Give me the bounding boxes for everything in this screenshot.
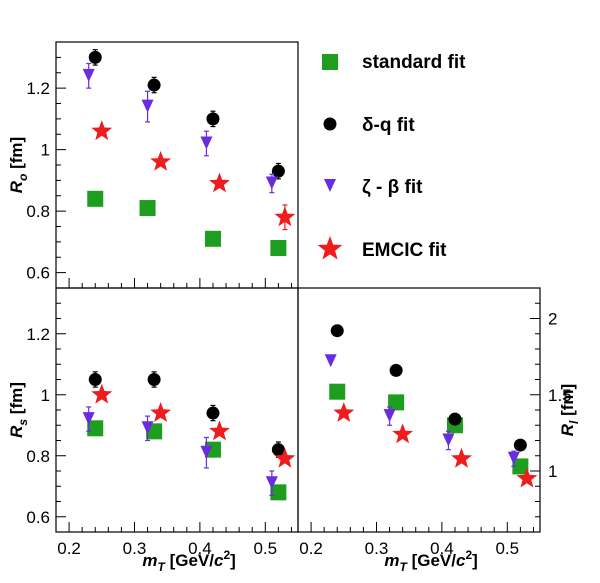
series-star	[91, 383, 296, 468]
y-tick-label: 1	[548, 462, 557, 481]
series-star	[91, 120, 296, 231]
x-tick-label: 0.5	[495, 539, 519, 558]
y-tick-label: 2	[548, 310, 557, 329]
data-point-star	[91, 383, 113, 404]
series-triangle-down	[324, 354, 520, 468]
data-point-star	[274, 447, 296, 468]
data-point-circle	[88, 50, 102, 64]
panel-rs: 0.6 0.8 1 1.2 0.2 0.3 0.4 0.5 Rs [fm] mT [GeV/c2]	[7, 287, 299, 574]
series-square	[87, 190, 287, 257]
series-star	[333, 402, 538, 488]
data-point-square	[270, 484, 287, 501]
series-circle	[330, 324, 527, 452]
data-point-star	[274, 206, 296, 227]
x-tick-label: 0.4	[430, 539, 454, 558]
data-point-star	[516, 467, 538, 488]
data-point-square	[204, 230, 221, 247]
data-point-square	[204, 441, 221, 458]
x-tick-label: 0.3	[365, 539, 389, 558]
legend-marker-triangle	[324, 179, 336, 192]
legend-label-zeta-beta-fit: ζ - β fit	[362, 177, 423, 198]
data-point-square	[388, 394, 405, 411]
data-point-triangle-down	[141, 421, 154, 435]
y-tick-label: 0.6	[26, 264, 50, 283]
x-tick-label: 0.4	[188, 539, 212, 558]
legend-label-standard-fit: standard fit	[362, 52, 466, 73]
data-point-star	[209, 172, 230, 193]
data-point-circle	[271, 164, 285, 178]
legend-label-delta-q-fit: δ-q fit	[362, 115, 415, 136]
data-point-star	[451, 447, 472, 468]
series-circle	[88, 49, 285, 180]
data-point-square	[270, 240, 287, 257]
data-point-circle	[147, 78, 161, 92]
panel-ro: 0.6 0.8 1 1.2 Ro [fm]	[7, 41, 299, 289]
data-point-square	[87, 420, 104, 437]
data-point-circle	[271, 443, 285, 457]
data-point-triangle-down	[442, 433, 455, 447]
data-point-triangle-down	[82, 68, 95, 82]
legend-label-emcic-fit: EMCIC fit	[362, 240, 447, 261]
y-tick-label: 0.8	[26, 447, 50, 466]
x-axis-label-rl: mT [GeV/c2]	[384, 548, 477, 574]
data-point-triangle-down	[200, 136, 213, 150]
data-point-circle	[147, 373, 161, 386]
x-tick-label: 0.2	[299, 539, 323, 558]
data-point-triangle-down	[324, 354, 337, 368]
data-point-square	[512, 458, 529, 475]
data-point-circle	[206, 112, 220, 126]
x-tick-label: 0.3	[123, 539, 147, 558]
data-point-star	[150, 402, 172, 422]
y-axis-label-rs: Rs [fm]	[7, 382, 30, 438]
data-point-circle	[389, 363, 403, 377]
data-point-triangle-down	[265, 476, 278, 490]
y-tick-label: 0.8	[26, 202, 50, 221]
y-axis-label-rl: Rl [fm]	[558, 384, 581, 436]
series-triangle-down	[82, 406, 278, 496]
data-point-triangle-down	[200, 445, 213, 459]
legend-marker-square	[322, 54, 338, 70]
y-tick-label: 0.6	[26, 508, 50, 527]
data-point-triangle-down	[82, 412, 95, 426]
data-point-square	[329, 383, 346, 400]
legend-marker-circle	[323, 117, 337, 131]
panel-rl: 1 1.5 2 0.2 0.3 0.4 0.5 Rl [fm] mT [GeV/c2]	[297, 287, 581, 574]
data-point-star	[150, 150, 172, 171]
data-point-circle	[206, 406, 220, 420]
data-point-triangle-down	[383, 409, 396, 423]
series-circle	[88, 371, 285, 458]
data-point-triangle-down	[507, 451, 520, 465]
series-triangle-down	[82, 62, 278, 194]
data-point-star	[209, 420, 230, 441]
data-point-square	[139, 200, 156, 217]
data-point-circle	[330, 324, 344, 338]
data-point-triangle-down	[265, 176, 278, 190]
data-point-star	[91, 120, 113, 141]
legend-marker-star	[317, 236, 343, 260]
data-point-circle	[448, 412, 462, 426]
data-point-square	[87, 190, 104, 207]
data-point-circle	[88, 373, 102, 386]
x-tick-label: 0.5	[253, 539, 277, 558]
y-tick-label: 1.2	[26, 325, 50, 344]
data-point-star	[333, 402, 355, 422]
y-tick-label: 1.5	[548, 386, 572, 405]
y-tick-label: 1.2	[26, 79, 50, 98]
data-point-circle	[513, 438, 527, 452]
series-square	[87, 420, 287, 501]
data-point-triangle-down	[141, 99, 154, 113]
x-axis-label-rs: mT [GeV/c2]	[142, 548, 235, 574]
y-tick-label: 1	[41, 141, 50, 160]
legend: standard fit δ-q fit ζ - β fit EMCIC fit	[317, 52, 466, 261]
y-axis-label-ro: Ro [fm]	[7, 137, 30, 193]
x-tick-label: 0.2	[57, 539, 81, 558]
y-tick-label: 1	[41, 386, 50, 405]
data-point-star	[392, 423, 414, 444]
